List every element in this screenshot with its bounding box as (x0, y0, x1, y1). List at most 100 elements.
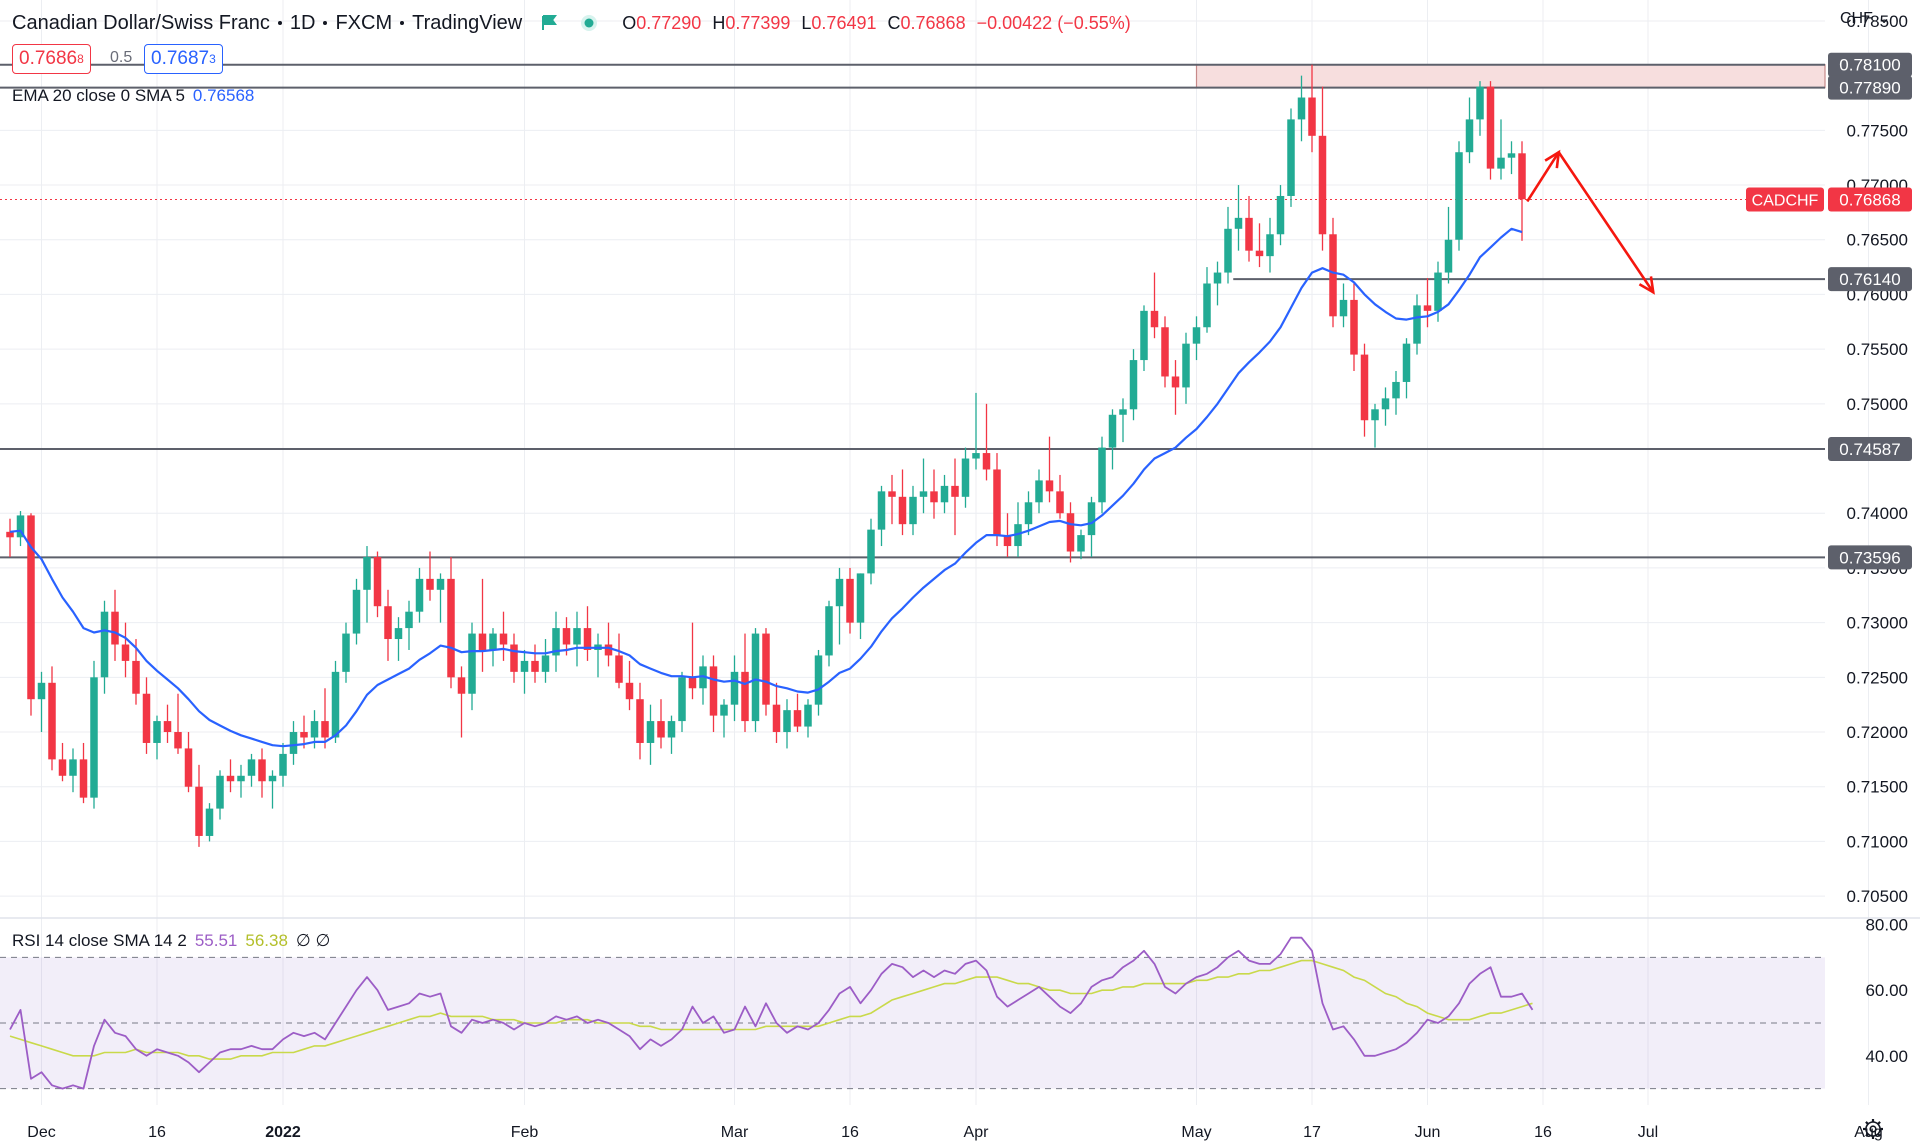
candle-body (1255, 250, 1264, 257)
symbol-title[interactable]: Canadian Dollar/Swiss Franc (12, 11, 270, 34)
candle-body (1455, 152, 1463, 240)
candle-body (1276, 195, 1285, 235)
candle-body (489, 633, 497, 650)
candle-body (1150, 310, 1159, 328)
candle-body (1434, 272, 1442, 311)
candle-body (1203, 283, 1211, 328)
candle-body (667, 721, 676, 738)
platform-label: TradingView (412, 11, 523, 34)
candle-body (468, 633, 476, 694)
interval-label[interactable]: 1D (289, 11, 316, 34)
candle-body (898, 496, 907, 525)
price-tick-label: 0.70500 (1847, 887, 1908, 906)
rsi-label: RSI 14 close SMA 14 2 (12, 931, 187, 950)
candle-body (205, 808, 214, 836)
candle-body (1444, 239, 1453, 273)
time-tick-label: Apr (964, 1124, 990, 1141)
candle-body (37, 682, 46, 700)
rsi-pane (0, 936, 1825, 1090)
level-price-tag[interactable] (1828, 267, 1912, 292)
level-price-tag[interactable] (1828, 75, 1912, 100)
arrow-head-up (1544, 149, 1561, 169)
candle-body (709, 666, 718, 716)
time-tick-label: Jul (1638, 1124, 1658, 1141)
price-tick-label: 0.71500 (1847, 778, 1908, 797)
rsi-sma-line (9, 959, 1533, 1060)
candle-body (625, 682, 634, 700)
symbol-tag-label: CADCHF (1752, 192, 1819, 209)
last-price-tag[interactable] (1828, 187, 1912, 212)
close-label: C (887, 12, 901, 33)
candle-body (6, 531, 14, 538)
candle-body (310, 721, 319, 738)
candle-body (447, 578, 455, 678)
last-price-label: 0.76868 (1839, 190, 1900, 209)
forecast-arrow[interactable] (1526, 149, 1655, 295)
rsi-sma-value: 56.38 (245, 931, 288, 950)
level-price-tag[interactable] (1828, 52, 1912, 77)
candle-body (636, 699, 644, 743)
candle-body (657, 721, 665, 738)
candle-body (762, 633, 770, 705)
symbol-tag[interactable] (1746, 187, 1824, 212)
candle-body (751, 633, 760, 722)
ema-line (9, 227, 1523, 748)
high-value: 0.77399 (725, 12, 791, 33)
candle-body (111, 611, 119, 645)
candle-body (247, 759, 256, 776)
ask-value: 0.7687 (151, 48, 210, 69)
candle-body (646, 721, 655, 743)
candle-body (1245, 217, 1253, 251)
level-price-tag[interactable] (1828, 437, 1912, 462)
candle-body (352, 589, 361, 634)
horizontal-levels[interactable] (0, 63, 1826, 559)
sell-price-button[interactable]: 0.7686 8 (12, 44, 91, 74)
candle-body (415, 578, 424, 612)
rsi-legend[interactable]: RSI 14 close SMA 14 2 55.51 56.38 ∅ ∅ (12, 931, 330, 951)
candle-body (174, 732, 182, 749)
gear-icon[interactable] (1862, 1118, 1884, 1140)
time-tick-label: Feb (511, 1124, 539, 1141)
candle-body (216, 775, 224, 809)
price-tick-label: 0.72500 (1847, 668, 1908, 687)
ema-legend[interactable]: EMA 20 close 0 SMA 5 0.76568 (12, 86, 254, 106)
forecast-path[interactable] (1526, 150, 1655, 293)
resistance-zone[interactable] (1195, 64, 1826, 89)
rsi-value: 55.51 (194, 931, 238, 950)
buy-price-button[interactable]: 0.7687 3 (144, 44, 223, 74)
candle-body (394, 628, 403, 640)
change-value: −0.00422 (−0.55%) (976, 12, 1131, 33)
arrow-head-down (1638, 276, 1655, 295)
time-tick-label: 16 (1534, 1124, 1552, 1141)
candle-body (877, 491, 886, 530)
candle-body (1066, 513, 1075, 552)
candle-body (1497, 157, 1505, 169)
time-tick-label: Mar (721, 1124, 749, 1141)
candle-body (1465, 119, 1474, 153)
candle-body (1045, 480, 1054, 492)
candle-body (426, 578, 434, 590)
candle-body (1266, 234, 1274, 257)
candle-body (1129, 360, 1138, 410)
currency-selector[interactable]: CHF ⌄ (1840, 8, 1891, 28)
candle-body (289, 732, 298, 754)
rsi-line (9, 936, 1534, 1090)
candle-body (573, 628, 581, 645)
low-label: L (801, 12, 812, 33)
candle-body (615, 655, 623, 683)
candle-body (457, 677, 466, 694)
price-axis[interactable]: 0.785000.775000.770000.765000.760000.755… (1746, 12, 1912, 1066)
candle-body (321, 721, 329, 738)
flag-icon[interactable] (540, 14, 558, 32)
candle-body (237, 775, 245, 782)
time-tick-label: May (1181, 1124, 1211, 1141)
candle-body (1329, 234, 1337, 317)
price-tick-label: 0.77500 (1847, 121, 1908, 140)
time-axis[interactable]: Dec 16 2022 Feb Mar 16 Apr May 17 Jun 16 Jul Aug (27, 1124, 1882, 1141)
level-price-tag[interactable] (1828, 545, 1912, 570)
ema-20-line (9, 227, 1523, 748)
candle-body (100, 611, 109, 678)
price-tick-label: 0.74000 (1847, 504, 1908, 523)
candle-body (867, 529, 875, 574)
